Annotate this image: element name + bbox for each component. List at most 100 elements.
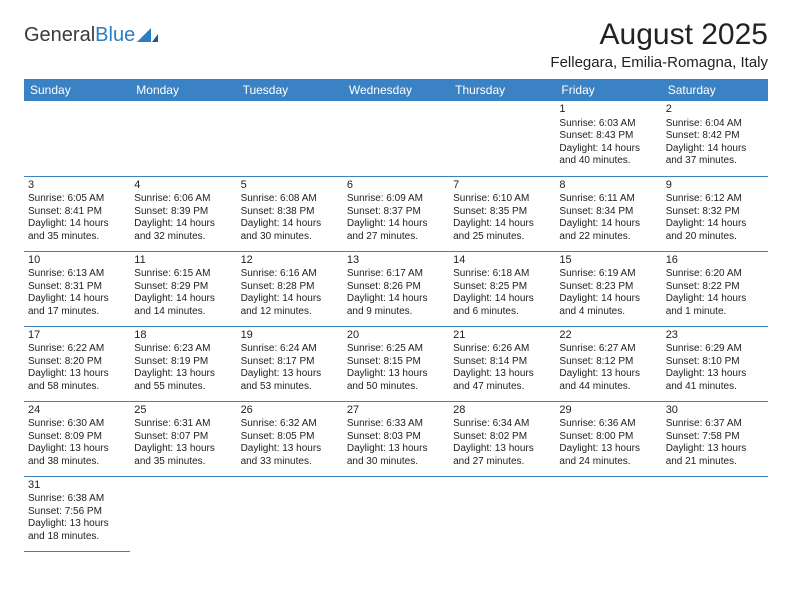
calendar-day-cell: 28Sunrise: 6:34 AMSunset: 8:02 PMDayligh… [449,401,555,476]
sunset-line: Sunset: 8:00 PM [559,431,657,444]
sunset-line: Sunset: 8:35 PM [453,206,551,219]
calendar-week-row: 1Sunrise: 6:03 AMSunset: 8:43 PMDaylight… [24,101,768,176]
sunset-line: Sunset: 8:37 PM [347,206,445,219]
sunrise-line: Sunrise: 6:03 AM [559,118,657,131]
sunrise-line: Sunrise: 6:27 AM [559,343,657,356]
calendar-day-cell: 3Sunrise: 6:05 AMSunset: 8:41 PMDaylight… [24,176,130,251]
sunset-line: Sunset: 8:23 PM [559,281,657,294]
sunset-line: Sunset: 8:41 PM [28,206,126,219]
calendar-day-cell: 31Sunrise: 6:38 AMSunset: 7:56 PMDayligh… [24,476,130,551]
sunset-line: Sunset: 8:05 PM [241,431,339,444]
sunset-line: Sunset: 8:25 PM [453,281,551,294]
day-number: 19 [241,329,339,343]
sunrise-line: Sunrise: 6:11 AM [559,193,657,206]
day-number: 14 [453,254,551,268]
sunset-line: Sunset: 8:14 PM [453,356,551,369]
calendar-week-row: 31Sunrise: 6:38 AMSunset: 7:56 PMDayligh… [24,476,768,551]
daylight-line: Daylight: 14 hours and 12 minutes. [241,293,339,318]
sunrise-line: Sunrise: 6:04 AM [666,118,764,131]
sunrise-line: Sunrise: 6:13 AM [28,268,126,281]
calendar-day-cell: 15Sunrise: 6:19 AMSunset: 8:23 PMDayligh… [555,251,661,326]
day-number: 13 [347,254,445,268]
day-number: 17 [28,329,126,343]
daylight-line: Daylight: 13 hours and 58 minutes. [28,368,126,393]
sunset-line: Sunset: 8:29 PM [134,281,232,294]
day-number: 2 [666,103,764,117]
brand-word1: General [24,24,95,47]
day-number: 18 [134,329,232,343]
sunset-line: Sunset: 8:19 PM [134,356,232,369]
sunset-line: Sunset: 8:09 PM [28,431,126,444]
sunset-line: Sunset: 8:17 PM [241,356,339,369]
sunrise-line: Sunrise: 6:38 AM [28,493,126,506]
calendar-empty-cell [449,101,555,176]
day-number: 22 [559,329,657,343]
sunset-line: Sunset: 8:12 PM [559,356,657,369]
day-number: 16 [666,254,764,268]
calendar-day-cell: 6Sunrise: 6:09 AMSunset: 8:37 PMDaylight… [343,176,449,251]
location-text: Fellegara, Emilia-Romagna, Italy [550,54,768,71]
calendar-day-cell: 25Sunrise: 6:31 AMSunset: 8:07 PMDayligh… [130,401,236,476]
weekday-header: Thursday [449,79,555,101]
calendar-day-cell: 24Sunrise: 6:30 AMSunset: 8:09 PMDayligh… [24,401,130,476]
daylight-line: Daylight: 14 hours and 9 minutes. [347,293,445,318]
sunrise-line: Sunrise: 6:19 AM [559,268,657,281]
sunrise-line: Sunrise: 6:17 AM [347,268,445,281]
sunset-line: Sunset: 8:15 PM [347,356,445,369]
calendar-day-cell: 30Sunrise: 6:37 AMSunset: 7:58 PMDayligh… [662,401,768,476]
sunset-line: Sunset: 7:56 PM [28,506,126,519]
weekday-header: Monday [130,79,236,101]
day-number: 6 [347,179,445,193]
calendar-day-cell: 5Sunrise: 6:08 AMSunset: 8:38 PMDaylight… [237,176,343,251]
sunset-line: Sunset: 7:58 PM [666,431,764,444]
daylight-line: Daylight: 13 hours and 18 minutes. [28,518,126,543]
day-number: 30 [666,404,764,418]
sunset-line: Sunset: 8:07 PM [134,431,232,444]
calendar-table: SundayMondayTuesdayWednesdayThursdayFrid… [24,79,768,552]
daylight-line: Daylight: 13 hours and 44 minutes. [559,368,657,393]
weekday-header: Sunday [24,79,130,101]
sunrise-line: Sunrise: 6:32 AM [241,418,339,431]
sunset-line: Sunset: 8:26 PM [347,281,445,294]
sunset-line: Sunset: 8:32 PM [666,206,764,219]
daylight-line: Daylight: 14 hours and 25 minutes. [453,218,551,243]
day-number: 28 [453,404,551,418]
daylight-line: Daylight: 13 hours and 21 minutes. [666,443,764,468]
sunrise-line: Sunrise: 6:30 AM [28,418,126,431]
daylight-line: Daylight: 14 hours and 4 minutes. [559,293,657,318]
sunrise-line: Sunrise: 6:34 AM [453,418,551,431]
daylight-line: Daylight: 13 hours and 35 minutes. [134,443,232,468]
calendar-empty-cell [555,476,661,551]
calendar-day-cell: 21Sunrise: 6:26 AMSunset: 8:14 PMDayligh… [449,326,555,401]
weekday-header-row: SundayMondayTuesdayWednesdayThursdayFrid… [24,79,768,101]
sunrise-line: Sunrise: 6:24 AM [241,343,339,356]
daylight-line: Daylight: 14 hours and 40 minutes. [559,143,657,168]
brand-sail-icon [137,28,159,44]
daylight-line: Daylight: 14 hours and 20 minutes. [666,218,764,243]
day-number: 10 [28,254,126,268]
calendar-day-cell: 22Sunrise: 6:27 AMSunset: 8:12 PMDayligh… [555,326,661,401]
sunrise-line: Sunrise: 6:22 AM [28,343,126,356]
calendar-day-cell: 16Sunrise: 6:20 AMSunset: 8:22 PMDayligh… [662,251,768,326]
calendar-empty-cell [343,101,449,176]
weekday-header: Tuesday [237,79,343,101]
daylight-line: Daylight: 13 hours and 47 minutes. [453,368,551,393]
weekday-header: Saturday [662,79,768,101]
daylight-line: Daylight: 14 hours and 35 minutes. [28,218,126,243]
calendar-day-cell: 23Sunrise: 6:29 AMSunset: 8:10 PMDayligh… [662,326,768,401]
calendar-day-cell: 8Sunrise: 6:11 AMSunset: 8:34 PMDaylight… [555,176,661,251]
calendar-empty-cell [662,476,768,551]
daylight-line: Daylight: 13 hours and 27 minutes. [453,443,551,468]
sunrise-line: Sunrise: 6:29 AM [666,343,764,356]
sunset-line: Sunset: 8:20 PM [28,356,126,369]
sunrise-line: Sunrise: 6:18 AM [453,268,551,281]
sunrise-line: Sunrise: 6:23 AM [134,343,232,356]
sunset-line: Sunset: 8:22 PM [666,281,764,294]
day-number: 31 [28,479,126,493]
daylight-line: Daylight: 14 hours and 17 minutes. [28,293,126,318]
daylight-line: Daylight: 14 hours and 22 minutes. [559,218,657,243]
daylight-line: Daylight: 13 hours and 41 minutes. [666,368,764,393]
calendar-day-cell: 27Sunrise: 6:33 AMSunset: 8:03 PMDayligh… [343,401,449,476]
sunrise-line: Sunrise: 6:09 AM [347,193,445,206]
daylight-line: Daylight: 14 hours and 37 minutes. [666,143,764,168]
